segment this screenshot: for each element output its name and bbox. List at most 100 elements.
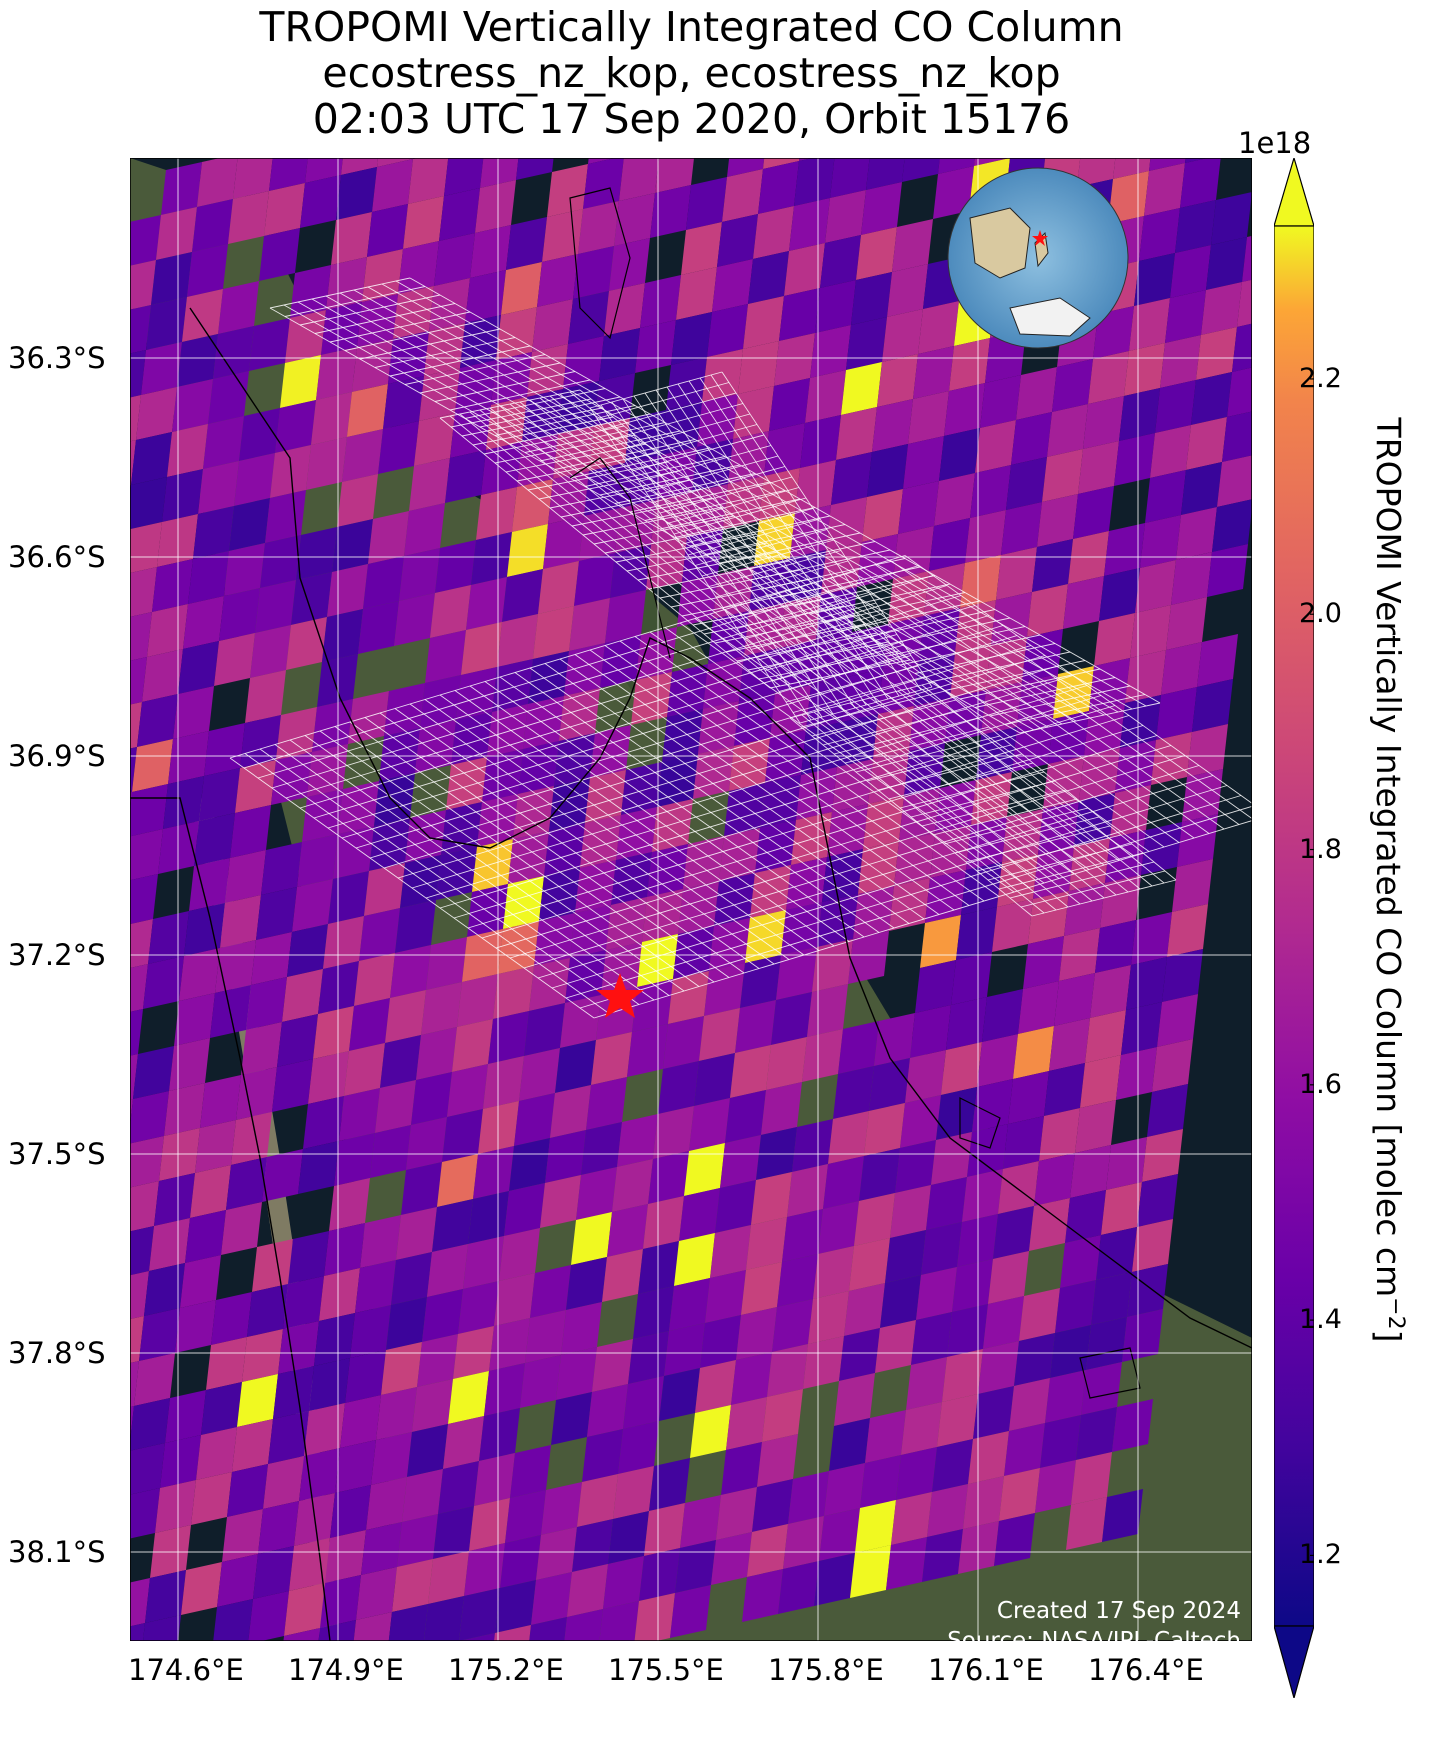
colorbar-label-end: ] xyxy=(1369,1329,1408,1343)
co-pixel xyxy=(563,336,604,389)
co-pixel xyxy=(1212,499,1252,552)
co-pixel xyxy=(130,702,142,749)
co-pixel xyxy=(456,667,497,720)
co-pixel xyxy=(345,1350,386,1403)
co-pixel xyxy=(726,1397,767,1450)
co-pixel xyxy=(130,1054,138,1100)
co-pixel xyxy=(1211,192,1252,245)
co-pixel xyxy=(740,955,781,1008)
co-pixel xyxy=(504,1183,545,1236)
co-pixel xyxy=(635,320,676,373)
co-pixel xyxy=(1144,163,1185,216)
co-pixel xyxy=(599,328,640,381)
colorbar xyxy=(1274,158,1314,1698)
co-pixel xyxy=(1090,965,1131,1018)
co-pixel xyxy=(1040,1415,1081,1468)
co-pixel xyxy=(1104,523,1145,576)
co-pixel xyxy=(402,1469,443,1522)
co-pixel xyxy=(734,693,775,746)
co-pixel xyxy=(777,1254,818,1307)
co-pixel xyxy=(1124,343,1165,396)
co-pixel xyxy=(1064,883,1105,936)
co-pixel xyxy=(1004,1423,1045,1476)
co-pixel xyxy=(493,966,534,1019)
co-pixel xyxy=(715,1180,756,1233)
co-pixel xyxy=(902,158,940,182)
co-pixel xyxy=(1134,253,1175,306)
co-pixel xyxy=(376,1387,417,1440)
co-pixel xyxy=(1044,1063,1085,1116)
co-pixel xyxy=(1131,912,1172,965)
co-pixel xyxy=(342,429,383,482)
co-pixel xyxy=(377,158,414,167)
co-pixel xyxy=(1091,1272,1132,1325)
co-pixel xyxy=(941,1042,982,1095)
co-pixel xyxy=(177,334,218,387)
co-pixel xyxy=(130,747,137,793)
co-pixel xyxy=(471,532,512,585)
co-pixel xyxy=(330,1485,371,1538)
co-pixel xyxy=(587,1384,628,1437)
co-pixel xyxy=(663,1016,704,1069)
co-pixel xyxy=(910,1005,951,1058)
co-pixel xyxy=(395,900,436,953)
co-pixel xyxy=(674,1233,715,1286)
co-pixel xyxy=(136,387,177,440)
co-pixel xyxy=(690,1405,731,1458)
co-pixel xyxy=(473,1146,514,1199)
co-pixel xyxy=(1034,1153,1075,1206)
co-pixel xyxy=(292,879,333,932)
co-pixel xyxy=(380,1035,421,1088)
co-pixel xyxy=(319,1268,360,1321)
co-pixel xyxy=(542,209,583,262)
colorbar-gradient xyxy=(1274,225,1314,1627)
co-pixel xyxy=(944,383,985,436)
co-pixel xyxy=(265,490,306,543)
co-pixel xyxy=(586,1077,627,1130)
co-pixel xyxy=(1112,1399,1153,1452)
co-pixel xyxy=(146,297,187,350)
co-pixel xyxy=(1145,470,1186,523)
co-pixel xyxy=(921,1222,962,1275)
co-pixel xyxy=(1089,658,1130,711)
co-pixel xyxy=(788,1471,829,1524)
co-pixel xyxy=(372,159,413,212)
co-pixel xyxy=(727,158,765,177)
lon-tick-label: 174.6°E xyxy=(128,1653,244,1687)
co-pixel xyxy=(639,1548,680,1601)
co-pixel xyxy=(1099,568,1140,621)
co-pixel xyxy=(836,407,877,460)
co-pixel xyxy=(578,201,619,254)
co-pixel xyxy=(200,1075,241,1128)
co-pixel xyxy=(772,1299,813,1352)
co-pixel xyxy=(312,699,353,752)
co-pixel xyxy=(1086,1317,1127,1370)
co-pixel xyxy=(352,339,393,392)
co-pixel xyxy=(1018,981,1059,1034)
co-pixel xyxy=(280,355,321,408)
co-pixel xyxy=(949,338,990,391)
co-pixel xyxy=(1129,298,1170,351)
co-pixel xyxy=(1126,957,1167,1010)
co-pixel xyxy=(733,386,774,439)
co-pixel xyxy=(309,1358,350,1411)
co-pixel xyxy=(1075,1100,1116,1153)
co-pixel xyxy=(130,1271,149,1320)
co-pixel xyxy=(1003,1116,1044,1169)
title-line-1: TROPOMI Vertically Integrated CO Column xyxy=(259,3,1124,51)
co-pixel xyxy=(194,813,235,866)
co-pixel xyxy=(360,1215,401,1268)
co-pixel xyxy=(234,453,275,506)
map-plot-area[interactable] xyxy=(130,158,1252,1641)
co-pixel xyxy=(419,368,460,421)
co-pixel xyxy=(787,1164,828,1217)
co-pixel xyxy=(947,1304,988,1357)
co-pixel xyxy=(381,1342,422,1395)
co-pixel xyxy=(181,1562,222,1615)
co-pixel xyxy=(483,1056,524,1109)
co-pixel xyxy=(219,588,260,641)
co-pixel xyxy=(951,952,992,1005)
co-pixel xyxy=(1180,158,1221,208)
credits-text: Created 17 Sep 2024 Source: NASA/JPL-Cal… xyxy=(947,1596,1241,1656)
co-pixel xyxy=(211,1292,252,1345)
